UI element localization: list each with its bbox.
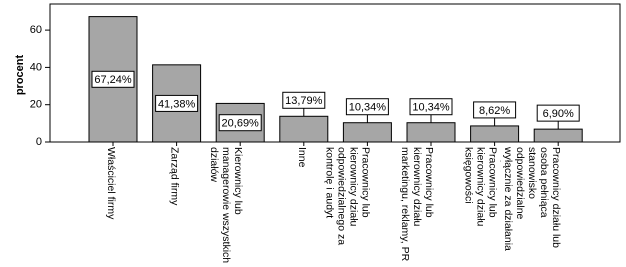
x-tick-label: Właściciel firmy: [105, 147, 117, 220]
value-label: 10,34%: [349, 102, 387, 114]
label-box: [409, 98, 453, 116]
bar: [470, 125, 520, 143]
bar: [279, 115, 329, 143]
bar: [342, 122, 392, 143]
y-tick-label: 0: [36, 136, 42, 148]
value-label: 41,38%: [158, 98, 196, 110]
x-tick-label: Zarząd firmy: [168, 147, 181, 206]
x-tick-label: Kierownicy lub managerowie wszystkich dz…: [208, 147, 245, 264]
y-tick-label: 20: [30, 99, 42, 111]
label-box: [91, 70, 135, 88]
value-label: 8,62%: [479, 105, 510, 117]
value-label: 20,69%: [222, 118, 260, 130]
label-box: [218, 114, 262, 132]
x-tick-label: Inne: [295, 147, 308, 168]
label-box: [536, 104, 580, 122]
value-label: 10,34%: [412, 102, 450, 114]
value-label: 13,79%: [285, 95, 323, 107]
value-label: 67,24%: [94, 74, 132, 86]
x-tick-label: Pracownicy lub kierownicy działu marketi…: [399, 147, 435, 262]
x-tick-label: Pracownicy działu lub osoba pełniąca sta…: [500, 147, 563, 251]
label-box: [155, 94, 199, 112]
y-tick-label: 60: [30, 24, 42, 36]
x-tick-label: Pracownicy lub kierownicy działu księgow…: [462, 147, 499, 227]
plot-frame: [49, 3, 621, 143]
bar: [533, 128, 583, 143]
y-axis-title: procent: [14, 54, 26, 95]
label-box: [282, 91, 326, 109]
label-box: [473, 101, 517, 119]
bar: [406, 122, 456, 143]
label-box: [345, 98, 389, 116]
x-tick-label: Pracownicy lub kierownicy działu odpowie…: [323, 147, 372, 246]
y-tick-label: 40: [30, 61, 42, 73]
value-label: 6,90%: [543, 108, 574, 120]
